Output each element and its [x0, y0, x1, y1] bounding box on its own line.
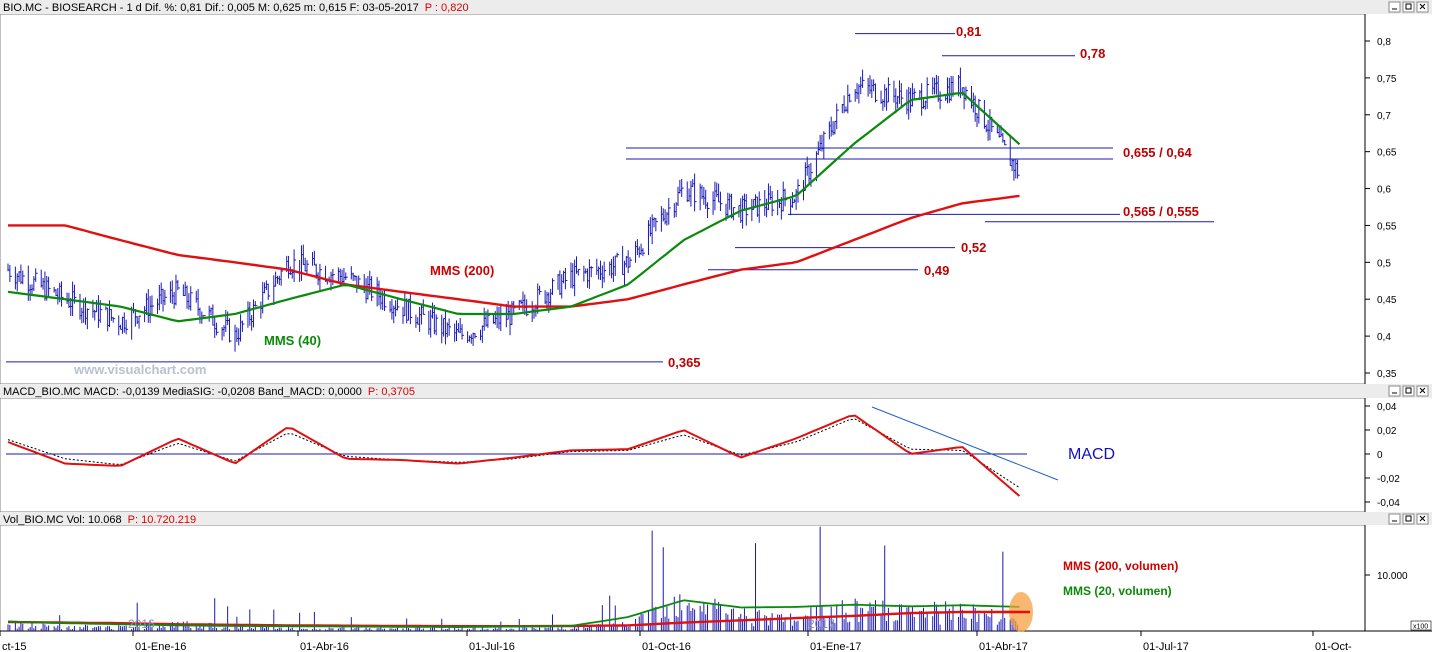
- price-y-tick-label: 0,8: [1377, 37, 1391, 48]
- mms40-line: [7, 91, 1021, 323]
- minimize-icon[interactable]: [1388, 385, 1401, 397]
- volume-y-tick-label: 10.000: [1377, 571, 1408, 582]
- macd-panel-controls[interactable]: [1388, 385, 1429, 397]
- year-label-2016: 2016: [128, 617, 155, 631]
- price-y-tick-label: 0,55: [1377, 221, 1397, 232]
- watermark: www.visualchart.com: [73, 362, 206, 377]
- macd-signal-line: [7, 418, 1020, 489]
- level-label-0655-064: 0,655 / 0,64: [1123, 145, 1192, 160]
- x-tick-label: 01-Oct-16: [642, 641, 691, 652]
- mms40-label: MMS (40): [264, 333, 321, 348]
- price-y-tick-label: 0,6: [1377, 185, 1391, 196]
- macd-label: MACD: [1068, 446, 1115, 463]
- macd-y-tick-label: 0,02: [1377, 426, 1397, 437]
- price-y-tick-label: 0,5: [1377, 258, 1391, 269]
- macd-panel-title: MACD_BIO.MC MACD: -0,0139 MediaSIG: -0,0…: [3, 386, 415, 398]
- price-y-tick-label: 0,7: [1377, 111, 1391, 122]
- volume-panel-title: Vol_BIO.MC Vol: 10.068 P: 10.720.219: [3, 514, 196, 526]
- price-y-tick-label: 0,35: [1377, 369, 1397, 380]
- minimize-icon[interactable]: [1388, 1, 1401, 13]
- volume-panel-controls[interactable]: [1388, 513, 1429, 525]
- minimize-icon[interactable]: [1388, 513, 1401, 525]
- x-tick-label: 01-Abr-16: [300, 641, 349, 652]
- x-tick-label: 01-Oct-: [1315, 641, 1352, 652]
- level-label-078: 0,78: [1080, 46, 1105, 61]
- level-label-0365: 0,365: [668, 355, 701, 370]
- maximize-icon[interactable]: [1402, 385, 1415, 397]
- axes: 0,8 0,75 0,7 0,65 0,6 0,55 0,5 0,45 0,4 0,35 0,04 0…: [0, 37, 1432, 652]
- price-panel-controls[interactable]: [1388, 1, 1429, 13]
- x-tick-label: 01-Abr-17: [979, 641, 1028, 652]
- maximize-icon[interactable]: [1402, 1, 1415, 13]
- price-panel-title: BIO.MC - BIOSEARCH - 1 d Dif. %: 0,81 Di…: [3, 2, 469, 14]
- macd-y-tick-label: -0,02: [1377, 474, 1400, 485]
- price-y-tick-label: 0,75: [1377, 74, 1397, 85]
- close-icon[interactable]: [1416, 1, 1429, 13]
- level-label-081: 0,81: [956, 24, 981, 39]
- macd-trendline: [871, 406, 1059, 481]
- x-tick-label: 01-Jul-16: [469, 641, 515, 652]
- macd-line: [7, 414, 1021, 497]
- vol-mms200-label: MMS (200, volumen): [1063, 559, 1178, 573]
- level-label-052: 0,52: [961, 240, 986, 255]
- price-y-tick-label: 0,4: [1377, 332, 1391, 343]
- close-icon[interactable]: [1416, 513, 1429, 525]
- macd-plot: [6, 406, 1059, 497]
- x-tick-label: 01-Jul-17: [1143, 641, 1189, 652]
- year-label-2017: 2017: [808, 617, 835, 631]
- volume-scale-note: x100: [1413, 624, 1428, 631]
- price-plot: [6, 33, 1214, 363]
- close-icon[interactable]: [1416, 385, 1429, 397]
- level-label-049: 0,49: [924, 263, 949, 278]
- price-y-tick-label: 0,45: [1377, 295, 1397, 306]
- level-label-0565-0555: 0,565 / 0,555: [1123, 204, 1199, 219]
- macd-y-tick-label: -0,04: [1377, 498, 1400, 509]
- mms200-label: MMS (200): [430, 263, 494, 278]
- macd-y-tick-label: 0: [1377, 450, 1383, 461]
- mms200-line: [8, 194, 1020, 308]
- macd-y-tick-label: 0,04: [1377, 402, 1397, 413]
- maximize-icon[interactable]: [1402, 513, 1415, 525]
- price-y-tick-label: 0,65: [1377, 148, 1397, 159]
- volume-scale-box: [1410, 620, 1432, 631]
- volume-plot: [7, 526, 1033, 632]
- x-tick-label: 01-Ene-17: [810, 641, 861, 652]
- x-tick-label: 01-Ene-16: [135, 641, 186, 652]
- x-tick-label: ct-15: [2, 641, 26, 652]
- vol-mms20-line: [7, 599, 1020, 629]
- vol-mms20-label: MMS (20, volumen): [1063, 584, 1172, 598]
